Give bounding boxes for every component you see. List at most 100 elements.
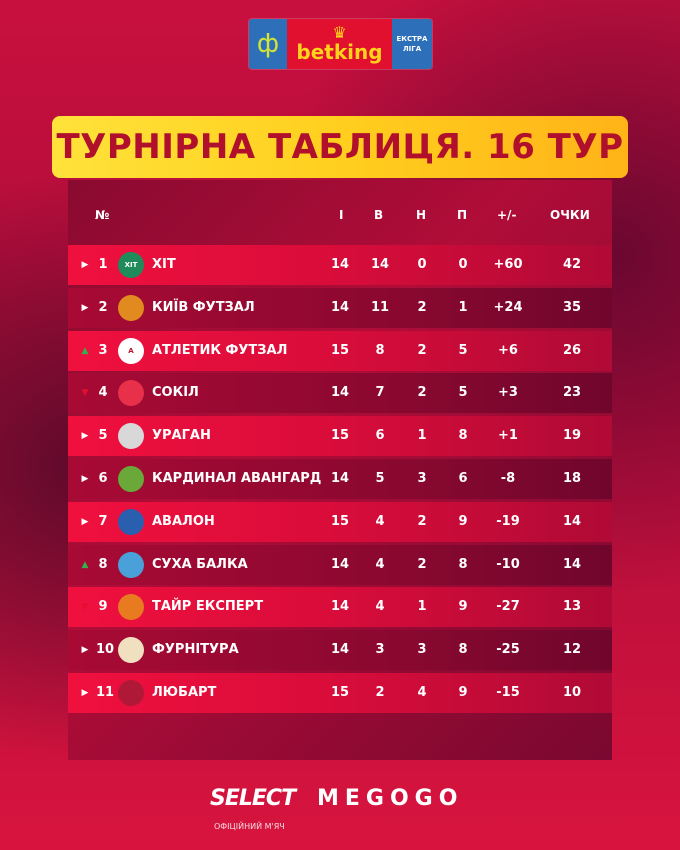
table-row: ▶ 11 ЛЮБАРТ 15 2 4 9 -15 10 — [68, 673, 612, 713]
position: 11 — [96, 685, 115, 700]
header-diff: +/- — [497, 208, 517, 222]
trend-up-icon: ▲ — [81, 345, 89, 356]
trend-same-icon: ▶ — [81, 688, 89, 698]
stat-d: 2 — [417, 299, 427, 315]
position: 6 — [98, 471, 108, 486]
team-name: СОКІЛ — [152, 385, 199, 401]
stat-pts: 19 — [562, 428, 582, 444]
stat-gd: +60 — [493, 257, 523, 272]
team-name: ТАЙР ЕКСПЕРТ — [152, 599, 264, 615]
stat-w: 6 — [375, 428, 385, 444]
stat-l: 9 — [458, 513, 468, 529]
stat-pts: 23 — [562, 385, 582, 401]
table-row: ▶ 7 АВАЛОН 15 4 2 9 -19 14 — [68, 501, 612, 542]
stat-d: 2 — [417, 513, 427, 529]
stat-d: 2 — [417, 342, 427, 358]
trend-same-icon: ▶ — [81, 260, 89, 270]
league-logo: ЕКСТРА ЛІГА — [392, 19, 432, 69]
table-row: ▲ 3 A АТЛЕТИК ФУТЗАЛ 15 8 2 5 +6 26 — [68, 330, 612, 371]
team-name: СУХА БАЛКА — [152, 556, 248, 572]
stat-p: 15 — [330, 685, 350, 700]
trend-same-icon: ▶ — [81, 302, 89, 313]
stat-d: 0 — [417, 257, 427, 272]
header-lost: П — [457, 208, 468, 222]
stat-d: 4 — [417, 685, 427, 700]
stat-l: 8 — [458, 428, 468, 444]
stat-p: 14 — [330, 642, 350, 658]
stat-w: 7 — [375, 385, 385, 401]
stat-w: 4 — [375, 599, 385, 615]
stat-w: 4 — [375, 513, 385, 529]
megogo-logo: MEGOGO — [317, 786, 464, 811]
table-row: ▶ 1 ХІТ ХІТ 14 14 0 0 +60 42 — [68, 245, 612, 285]
table-row: ▶ 6 КАРДИНАЛ АВАНГАРД 14 5 3 6 -8 18 — [68, 459, 612, 499]
team-badge-icon: A — [118, 337, 144, 364]
stat-d: 3 — [417, 471, 427, 486]
stat-l: 5 — [458, 385, 468, 401]
trend-down-icon: ▼ — [81, 388, 89, 399]
stat-l: 9 — [458, 599, 468, 615]
stat-l: 6 — [458, 471, 468, 486]
team-name: ЛЮБАРТ — [152, 685, 217, 700]
position: 2 — [98, 299, 108, 315]
stat-p: 15 — [330, 513, 350, 529]
header-drawn: Н — [416, 208, 427, 222]
table-row: ▶ 2 КИЇВ ФУТЗАЛ 14 11 2 1 +24 35 — [68, 287, 612, 328]
position: 5 — [98, 428, 108, 444]
stat-l: 8 — [458, 556, 468, 572]
position: 9 — [98, 599, 108, 615]
trend-same-icon: ▶ — [81, 516, 89, 527]
stat-w: 11 — [370, 299, 390, 315]
team-badge-icon — [118, 423, 144, 450]
stat-gd: -15 — [496, 685, 520, 700]
table-row: ▶ 10 ФУРНІТУРА 14 3 3 8 -25 12 — [68, 630, 612, 671]
stat-pts: 14 — [562, 556, 582, 572]
stat-d: 3 — [417, 642, 427, 658]
team-badge-icon — [118, 680, 144, 706]
team-badge-icon — [118, 508, 144, 535]
stat-w: 14 — [370, 257, 390, 272]
stat-gd: +1 — [498, 428, 518, 444]
stat-p: 14 — [330, 556, 350, 572]
stat-p: 15 — [330, 342, 350, 358]
position: 4 — [98, 385, 108, 401]
stat-pts: 18 — [562, 471, 582, 486]
trend-up-icon: ▲ — [81, 559, 89, 570]
stat-w: 5 — [375, 471, 385, 486]
stat-gd: +24 — [493, 299, 523, 315]
trend-down-icon: ▼ — [81, 602, 89, 613]
team-name: ФУРНІТУРА — [152, 642, 239, 658]
table-row: ▼ 4 СОКІЛ 14 7 2 5 +3 23 — [68, 373, 612, 414]
stat-p: 14 — [330, 257, 350, 272]
stat-l: 1 — [458, 299, 468, 315]
team-name: КАРДИНАЛ АВАНГАРД — [152, 471, 322, 486]
team-name: АТЛЕТИК ФУТЗАЛ — [152, 342, 288, 358]
team-badge-icon — [118, 466, 144, 492]
crown-icon: ♛ — [332, 23, 347, 42]
stat-pts: 10 — [562, 685, 582, 700]
stat-pts: 12 — [562, 642, 582, 658]
stat-w: 8 — [375, 342, 385, 358]
page-title: ТУРНІРНА ТАБЛИЦЯ. 16 ТУР — [52, 116, 628, 178]
stat-pts: 42 — [562, 257, 582, 272]
header-played: І — [339, 208, 344, 222]
stat-gd: -8 — [500, 471, 516, 486]
stat-gd: +3 — [498, 385, 518, 401]
team-badge-icon: ХІТ — [118, 252, 144, 278]
stat-l: 0 — [458, 257, 468, 272]
position: 3 — [98, 342, 108, 358]
team-badge-icon — [118, 637, 144, 664]
stat-d: 2 — [417, 556, 427, 572]
sponsor-logo: ф ♛ betking ЕКСТРА ЛІГА — [248, 18, 433, 70]
stat-d: 2 — [417, 385, 427, 401]
table-row: ▼ 9 ТАЙР ЕКСПЕРТ 14 4 1 9 -27 13 — [68, 587, 612, 628]
team-badge-icon — [118, 551, 144, 578]
stat-gd: -27 — [496, 599, 520, 615]
header-pos: № — [95, 208, 110, 222]
position: 7 — [98, 513, 108, 529]
stat-gd: -10 — [496, 556, 520, 572]
team-name: УРАГАН — [152, 428, 211, 444]
stat-pts: 14 — [562, 513, 582, 529]
brand-name: betking — [296, 40, 383, 64]
trend-same-icon: ▶ — [81, 645, 89, 656]
